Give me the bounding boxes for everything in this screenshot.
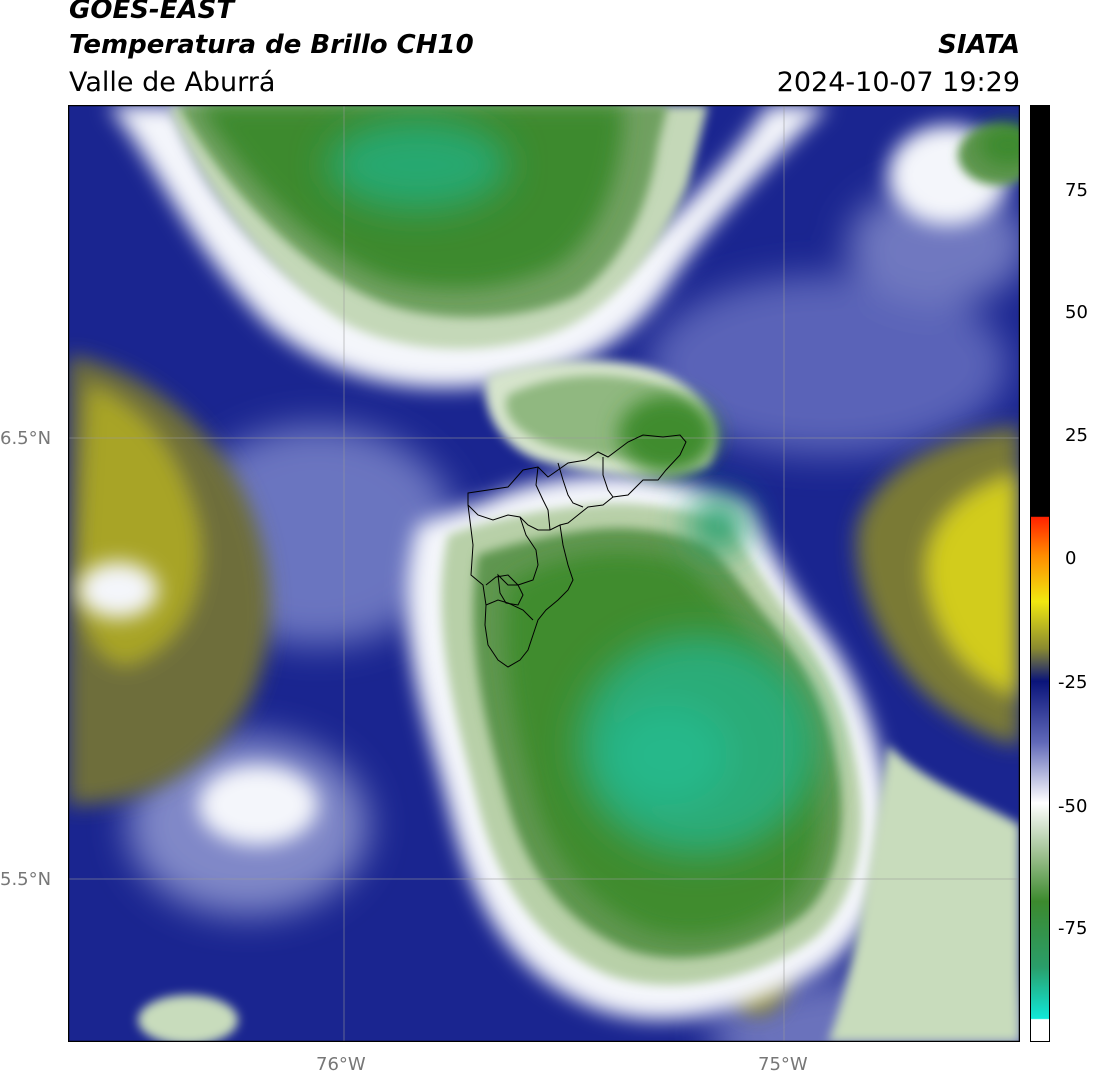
colorbar-tick: 50 <box>1065 302 1088 323</box>
colorbar-tick: 0 <box>1065 548 1077 569</box>
municipality-boundaries <box>467 434 687 668</box>
colorbar-tick: -50 <box>1058 796 1088 817</box>
region-title: Valle de Aburrá <box>69 67 276 98</box>
brightness-temperature-map <box>68 105 1020 1042</box>
satellite-title: GOES-EAST <box>69 0 235 25</box>
lon-label-75W: 75°W <box>758 1054 808 1075</box>
lon-label-76W: 76°W <box>316 1054 366 1075</box>
product-title: Temperatura de Brillo CH10 <box>69 30 474 60</box>
agency-title: SIATA <box>938 30 1020 60</box>
colorbar <box>1030 105 1050 1042</box>
colorbar-tick: 75 <box>1065 180 1088 201</box>
graticule <box>68 105 1020 1042</box>
colorbar-tick: -25 <box>1058 672 1088 693</box>
lat-label-6-5N: 6.5°N <box>0 428 52 449</box>
datetime-label: 2024-10-07 19:29 <box>776 67 1020 98</box>
satellite-field <box>68 105 1020 1042</box>
colorbar-tick: -75 <box>1058 918 1088 939</box>
lat-label-5-5N: 5.5°N <box>0 869 52 890</box>
colorbar-tick: 25 <box>1065 425 1088 446</box>
map-frame <box>68 105 1020 1042</box>
